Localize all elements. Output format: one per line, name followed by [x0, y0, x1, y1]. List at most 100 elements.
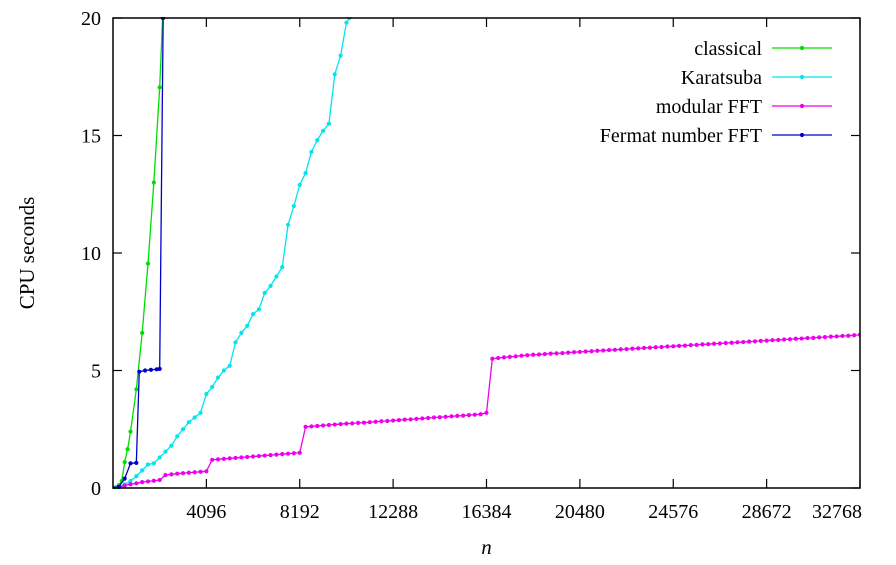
- data-point: [163, 449, 168, 454]
- data-point: [320, 128, 326, 133]
- data-point: [560, 351, 565, 356]
- data-point: [589, 349, 594, 354]
- data-point: [204, 391, 209, 397]
- data-point: [122, 460, 127, 465]
- data-point: [192, 470, 197, 475]
- data-point: [466, 413, 472, 418]
- data-point: [122, 476, 127, 481]
- data-point: [227, 456, 232, 461]
- data-point: [256, 453, 261, 459]
- data-point: [175, 471, 180, 476]
- data-point: [274, 274, 279, 279]
- data-point: [566, 350, 571, 355]
- data-point: [245, 454, 250, 460]
- data-point: [496, 355, 501, 361]
- data-point: [782, 337, 787, 342]
- data-point: [624, 347, 629, 352]
- data-point: [361, 420, 367, 425]
- data-point: [490, 356, 495, 361]
- data-point: [262, 453, 267, 458]
- data-point: [770, 338, 775, 343]
- y-tick-label: 5: [91, 361, 101, 383]
- data-point: [659, 344, 664, 350]
- legend-marker: [799, 103, 805, 109]
- data-point: [145, 261, 151, 266]
- data-point: [145, 462, 151, 467]
- data-point: [577, 349, 582, 355]
- data-point: [712, 341, 717, 346]
- data-point: [291, 451, 297, 456]
- data-point: [233, 455, 238, 461]
- data-point: [122, 483, 127, 488]
- data-point: [148, 367, 154, 372]
- data-point: [618, 347, 623, 352]
- data-point: [186, 470, 191, 475]
- data-point: [297, 450, 302, 455]
- data-point: [694, 342, 699, 347]
- legend: classical Karatsuba modular FFT Fermat numb…: [600, 38, 832, 147]
- data-point: [420, 416, 425, 421]
- data-point: [846, 333, 851, 338]
- data-point: [140, 480, 145, 485]
- data-point: [303, 424, 308, 429]
- data-point: [606, 347, 612, 353]
- data-point: [536, 352, 542, 357]
- data-point: [175, 434, 180, 439]
- data-point: [764, 338, 769, 343]
- data-point: [338, 421, 343, 427]
- data-point: [571, 350, 577, 355]
- data-point: [140, 330, 145, 335]
- data-point: [344, 421, 349, 426]
- data-point: [700, 342, 705, 347]
- y-tick-label: 20: [81, 8, 101, 30]
- data-point: [215, 457, 221, 462]
- data-point: [817, 335, 822, 340]
- data-point: [519, 353, 524, 358]
- data-point: [198, 469, 203, 474]
- data-point: [723, 340, 728, 346]
- data-point: [653, 345, 658, 350]
- legend-label: modular FFT: [656, 96, 762, 118]
- data-point: [811, 335, 816, 340]
- data-point: [215, 375, 221, 380]
- data-point: [332, 72, 337, 77]
- legend-marker: [799, 74, 805, 80]
- y-axis-title: CPU seconds: [15, 197, 39, 310]
- data-point: [542, 351, 547, 357]
- series-karatsuba: [113, 17, 352, 489]
- x-tick-label: 20480: [555, 501, 605, 523]
- x-axis-title: n: [481, 535, 492, 559]
- data-point: [437, 415, 442, 420]
- data-point: [134, 460, 139, 465]
- data-point: [671, 344, 676, 349]
- data-point: [151, 180, 156, 185]
- data-point: [221, 368, 226, 373]
- data-point: [501, 355, 507, 360]
- data-point: [356, 420, 361, 425]
- data-point: [391, 418, 396, 423]
- data-point: [747, 339, 752, 344]
- data-point: [793, 336, 798, 341]
- data-point: [143, 368, 148, 373]
- data-point: [612, 347, 617, 352]
- data-point: [315, 138, 320, 143]
- plot-series: [113, 17, 860, 489]
- data-point: [484, 410, 489, 415]
- data-point: [169, 443, 174, 448]
- data-point: [554, 351, 559, 356]
- data-point: [805, 335, 810, 341]
- data-point: [595, 348, 600, 353]
- data-point: [548, 351, 553, 356]
- data-point: [268, 283, 273, 288]
- axis-tick-labels: 4096 8192 12288 16384 20480 24576 28672 32768 0 5…: [81, 8, 862, 523]
- data-point: [239, 330, 244, 335]
- data-point: [472, 412, 477, 417]
- data-point: [227, 363, 232, 368]
- data-point: [186, 420, 191, 425]
- data-point: [402, 417, 407, 422]
- legend-item-classical: classical: [694, 38, 832, 60]
- data-point: [379, 419, 384, 424]
- data-point: [128, 478, 133, 484]
- data-point: [210, 384, 215, 390]
